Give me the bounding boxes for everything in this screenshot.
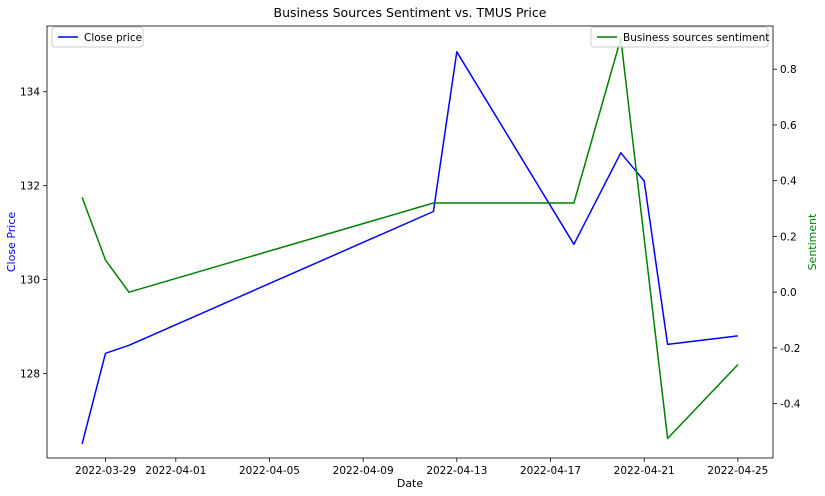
y-tick-label: 128 xyxy=(20,368,40,380)
y2-tick-label: -0.2 xyxy=(780,343,801,355)
x-tick-label: 2022-03-29 xyxy=(75,465,136,477)
close-price-line xyxy=(81,51,738,445)
plot-frame xyxy=(46,25,774,459)
legend-close-price-label: Close price xyxy=(84,32,142,44)
y-tick-label: 132 xyxy=(20,181,40,193)
y-tick-label: 130 xyxy=(20,275,40,287)
y2-tick-label: 0.8 xyxy=(780,64,797,76)
y2-axis-label: Sentiment xyxy=(806,213,819,271)
sentiment-line xyxy=(81,37,739,440)
legend-close-price: Close price xyxy=(51,26,144,48)
plot-area xyxy=(81,37,739,445)
y2-tick-label: 0.6 xyxy=(780,120,797,132)
y2-tick-label: 0.4 xyxy=(780,176,797,188)
legend-sentiment-label: Business sources sentiment xyxy=(623,32,769,44)
x-tick-label: 2022-04-05 xyxy=(239,465,300,477)
legend-sentiment: Business sources sentiment xyxy=(590,26,769,48)
x-tick-label: 2022-04-25 xyxy=(707,465,768,477)
chart-title: Business Sources Sentiment vs. TMUS Pric… xyxy=(274,5,547,20)
y-axis-label: Close Price xyxy=(5,212,18,273)
x-tick-label: 2022-04-13 xyxy=(426,465,487,477)
y2-tick-label: 0.0 xyxy=(780,287,797,299)
x-tick-label: 2022-04-17 xyxy=(520,465,581,477)
x-axis-label: Date xyxy=(397,477,424,490)
x-tick-label: 2022-04-01 xyxy=(145,465,206,477)
x-tick-label: 2022-04-09 xyxy=(333,465,394,477)
x-tick-label: 2022-04-21 xyxy=(614,465,675,477)
legend-close-price-box xyxy=(51,26,144,48)
y2-tick-label: 0.2 xyxy=(780,231,797,243)
legend-sentiment-box xyxy=(590,26,769,48)
y-tick-label: 134 xyxy=(20,87,40,99)
y2-tick-label: -0.4 xyxy=(780,399,801,411)
